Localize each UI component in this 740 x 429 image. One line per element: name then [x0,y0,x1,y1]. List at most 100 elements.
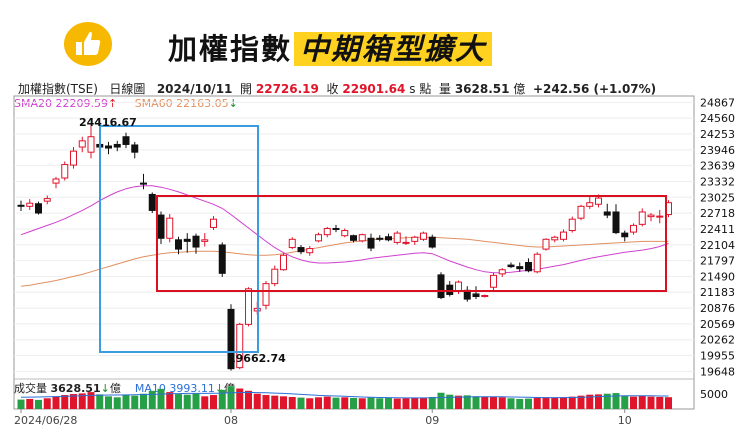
candle-body [70,150,77,166]
y-tick-label: 23025 [700,191,735,204]
candle-body [455,281,462,292]
candle-body [210,218,217,228]
volume-bar [315,397,322,409]
candle-body [568,218,576,232]
volume-bar [280,396,287,409]
y-tick-label: 21797 [700,255,735,268]
volume-bar [393,398,401,409]
candle-body [227,308,235,370]
quote-info-bar: 加權指數(TSE) 日線圖 2024/10/11 開 22726.19 收 22… [18,82,657,96]
candle-body [262,283,270,306]
volume-bar [665,397,672,409]
volume-bar [586,394,594,409]
volume-bar [577,395,585,409]
x-tick-label: 08 [224,414,238,427]
volume-bar [647,396,655,409]
volume-bar [43,398,51,409]
x-tick-label: 10 [618,414,632,427]
y-tick-label: 19955 [700,350,735,363]
candle-body [525,262,532,272]
open-value: 22726.19 [255,82,319,96]
low-annotation: 19662.74 [228,352,286,365]
volume-bar [140,393,147,409]
volume-bar [367,397,375,409]
y-tick-label: 20262 [700,334,735,347]
candle-body [78,140,86,148]
volume-bar [472,396,480,409]
volume-bar [533,397,541,409]
volume-bar [358,398,366,409]
candle-body [586,202,594,207]
y-tick-label: 24253 [700,128,735,141]
volume-bar [455,395,462,409]
candle-body [157,214,165,239]
candle-body [551,236,559,241]
candle-body [350,235,357,241]
volume-bar [656,396,664,409]
candle-body [192,235,200,248]
volume-bar [612,393,620,409]
sma60-label: SMA60 22163.05 [134,97,229,110]
volume-bar [630,396,637,409]
volume-total: 3628.51 [50,382,101,395]
x-tick-label: 09 [425,414,439,427]
volume-bar [70,394,77,409]
candle-body [52,178,60,184]
candle-body [665,202,672,216]
high-annotation: 24416.67 [79,116,137,129]
volume-bar [236,388,244,409]
candle-body [271,268,279,285]
candle-body [96,143,104,148]
y-tick-label: 19648 [700,365,735,378]
volume-bar [525,398,532,409]
volume-bar [262,395,270,409]
candle-body [411,236,419,242]
y-tick-label: 23332 [700,175,735,188]
candle-body [376,237,384,240]
y-tick-label: 22104 [700,239,735,252]
change-value: +242.56 (+1.07%) [532,82,657,96]
close-value: 22901.64 [342,82,406,96]
volume-bar [105,396,112,409]
y-tick-label: 23639 [700,160,735,173]
volume-bar [271,395,279,409]
candle-body [647,214,655,218]
candle-body [140,182,147,185]
candle-body [175,239,182,250]
candle-body [17,204,25,207]
candle-body [122,136,130,145]
vol-ma10-label: MA10 3993.11 [134,382,215,395]
volume-bar [542,397,550,409]
volume-bar [306,398,314,409]
y-tick-label: 20569 [700,318,735,331]
volume-bar [26,398,34,409]
volume-bar [638,395,646,409]
volume-bar [131,395,139,409]
volume-bar [595,394,602,409]
y-tick-label: 24560 [700,112,735,125]
candle-body [428,236,436,248]
volume-bar [385,397,392,409]
sma20-label: SMA20 22209.59 [14,97,108,110]
candle-body [437,274,445,299]
volume-legend: 成交量 3628.51↓億 MA10 3993.11↓億 [14,382,236,395]
candle-body [402,241,410,244]
title-banner: 加權指數 中期箱型擴大 [0,0,740,76]
candle-body [323,227,331,236]
x-tick-label: 2024/06/28 [14,414,77,427]
candle-body [61,164,69,179]
y-tick-label: 21183 [700,286,735,299]
volume-bar [437,392,445,409]
candle-body [280,254,287,271]
period-label: 日線圖 [109,82,146,96]
candle-body [656,215,664,218]
correction-box [99,125,259,353]
candle-body [533,253,541,273]
volume-bar [52,396,60,409]
volume-bar [245,390,252,409]
volume-bar [122,395,130,409]
candle-body [612,211,620,234]
volume-value: 3628.51 [454,82,510,96]
volume-bar [411,397,419,409]
volume-bar [551,397,559,409]
